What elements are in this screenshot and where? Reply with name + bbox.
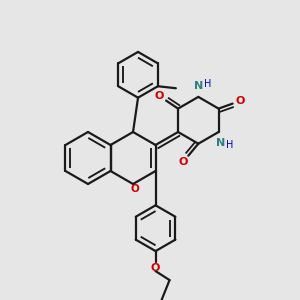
- Text: H: H: [226, 140, 233, 150]
- Text: O: O: [151, 263, 160, 273]
- Text: O: O: [236, 96, 245, 106]
- Text: N: N: [194, 81, 203, 91]
- Text: O: O: [155, 91, 164, 101]
- Text: O: O: [178, 157, 188, 167]
- Text: O: O: [131, 184, 140, 194]
- Text: H: H: [204, 79, 211, 89]
- Text: N: N: [216, 138, 225, 148]
